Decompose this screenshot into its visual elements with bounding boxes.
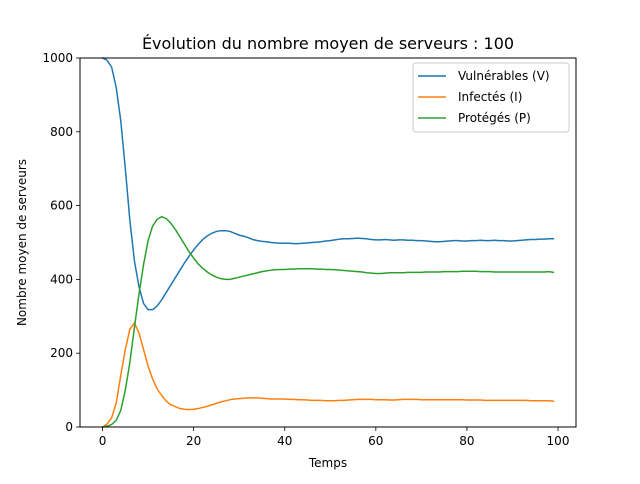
legend-frame [412, 62, 570, 133]
chart-title: Évolution du nombre moyen de serveurs : … [142, 34, 514, 53]
x-tick-label: 20 [186, 434, 201, 448]
y-tick-label: 400 [50, 272, 73, 286]
series-layer [101, 56, 555, 429]
series-line-3 [101, 215, 555, 428]
y-tick-label: 0 [65, 420, 73, 434]
y-axis-label: Nombre moyen de serveurs [15, 159, 29, 326]
legend-label-2: Infectés (I) [458, 90, 522, 104]
series-line-2 [101, 322, 555, 429]
y-tick-label: 600 [50, 199, 73, 213]
y-tick-label: 200 [50, 346, 73, 360]
x-tick-label: 60 [368, 434, 383, 448]
legend: Vulnérables (V) Infectés (I) Protégés (P) [412, 62, 570, 133]
x-tick-label: 100 [547, 434, 570, 448]
y-tick-label: 800 [50, 125, 73, 139]
series-line-1 [101, 56, 555, 311]
y-tick-label: 1000 [42, 51, 73, 65]
plot-frame [79, 57, 577, 428]
x-tick-label: 80 [459, 434, 474, 448]
x-axis-label: Temps [308, 456, 347, 470]
x-tick-label: 40 [277, 434, 292, 448]
x-tick-label: 0 [99, 434, 107, 448]
legend-label-1: Vulnérables (V) [458, 69, 550, 83]
legend-label-3: Protégés (P) [458, 111, 531, 125]
